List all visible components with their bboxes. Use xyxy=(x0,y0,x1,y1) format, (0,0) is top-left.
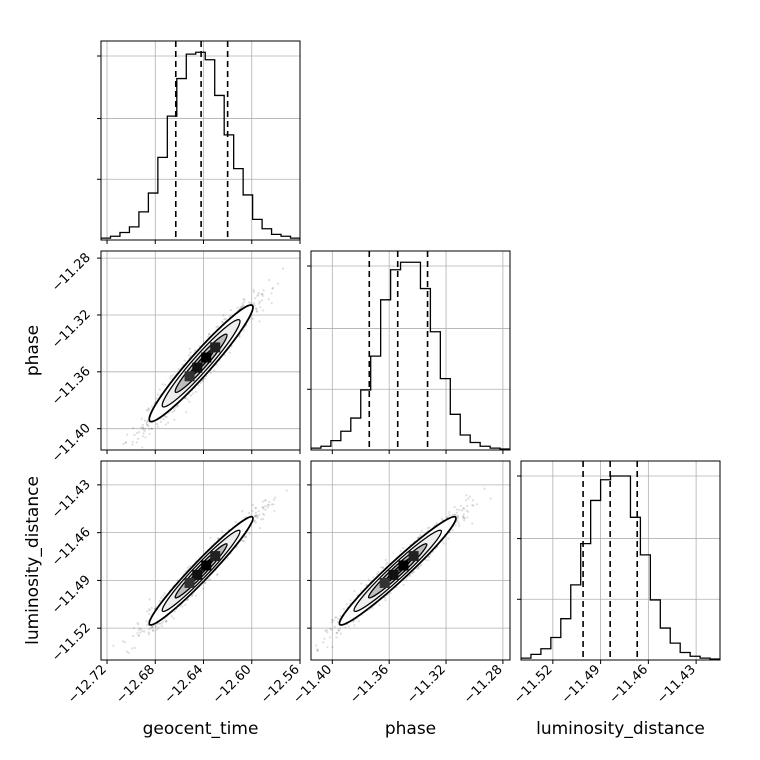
y-tick-label: −11.40 xyxy=(49,421,94,466)
panels xyxy=(97,40,721,664)
x-axis-label-phase: phase xyxy=(385,719,436,739)
x-tick-label: −11.28 xyxy=(461,662,506,707)
x-tick-label: −11.49 xyxy=(559,662,604,707)
panel-luminosity_distance-hist xyxy=(517,460,721,664)
density-core xyxy=(184,342,221,382)
panel-phase-hist xyxy=(307,250,511,454)
y-tick-label: −11.36 xyxy=(49,364,94,409)
histogram-phase xyxy=(311,261,510,450)
panel-phase-vs-luminosity_distance xyxy=(307,460,511,664)
x-tick-label: −12.68 xyxy=(113,662,158,707)
x-tick-label: −11.52 xyxy=(511,662,556,707)
density-core xyxy=(379,551,419,588)
grid xyxy=(521,461,720,660)
y-tick-label: −11.43 xyxy=(49,477,94,522)
x-tick-label: −11.46 xyxy=(607,662,652,707)
x-axis-label-geocent_time: geocent_time xyxy=(143,719,259,739)
grid xyxy=(101,41,300,240)
x-axis-label-luminosity_distance: luminosity_distance xyxy=(536,719,705,739)
y-tick-label: −11.52 xyxy=(49,620,94,665)
grid xyxy=(101,251,300,450)
grid xyxy=(311,251,510,450)
panel-geocent_time-hist xyxy=(97,40,301,244)
x-tick-label: −11.43 xyxy=(654,662,699,707)
histogram-luminosity_distance xyxy=(521,475,720,660)
grid xyxy=(311,461,510,660)
x-tick-label: −11.36 xyxy=(347,662,392,707)
y-tick-label: −11.46 xyxy=(49,525,94,570)
x-tick-label: −12.60 xyxy=(210,662,255,707)
y-axis-label-phase: phase xyxy=(23,325,43,376)
panel-geocent_time-vs-phase xyxy=(97,250,301,454)
x-tick-label: −12.72 xyxy=(65,662,110,707)
y-tick-label: −11.32 xyxy=(49,307,94,352)
y-axis-label-luminosity_distance: luminosity_distance xyxy=(23,476,43,645)
density-core xyxy=(184,551,221,588)
x-tick-label: −11.32 xyxy=(404,662,449,707)
panel-geocent_time-vs-luminosity_distance xyxy=(97,460,301,664)
x-tick-label: −12.64 xyxy=(162,662,207,707)
y-tick-label: −11.49 xyxy=(49,573,94,618)
y-tick-label: −11.28 xyxy=(49,250,94,295)
